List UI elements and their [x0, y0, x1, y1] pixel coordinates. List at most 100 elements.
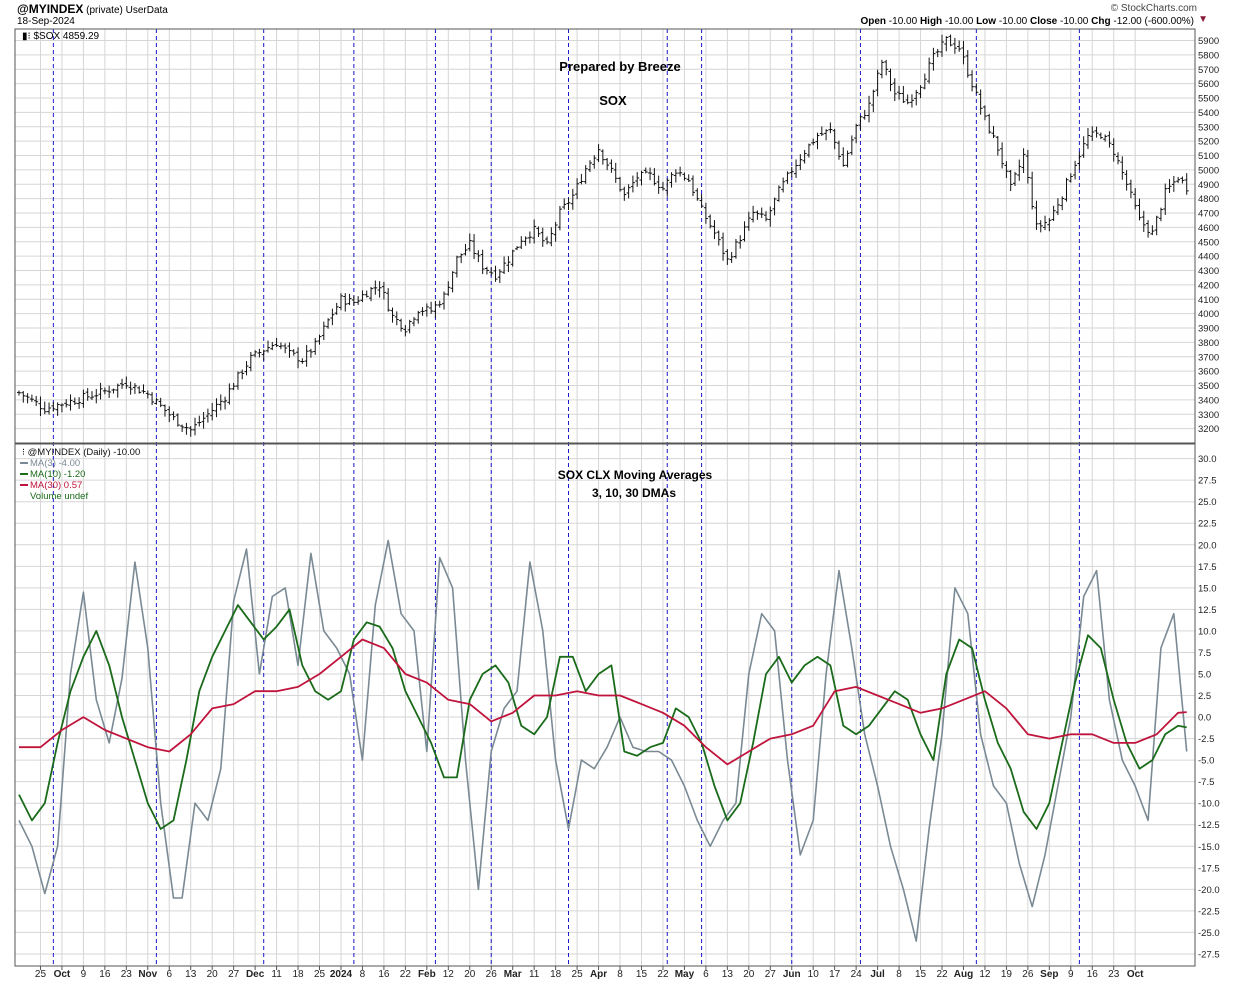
- y-tick-label-indicator: 17.5: [1198, 562, 1217, 573]
- y-tick-label-price: 3600: [1198, 367, 1219, 378]
- x-tick-label: 25: [314, 969, 326, 980]
- x-tick-label: 22: [400, 969, 412, 980]
- y-tick-label-price: 5500: [1198, 94, 1219, 105]
- x-tick-label: 2024: [330, 969, 353, 980]
- indicator-panel-frame: [14, 443, 1196, 967]
- x-tick-label: 11: [271, 969, 282, 980]
- y-tick-label-price: 4000: [1198, 309, 1219, 320]
- x-tick-label: 25: [35, 969, 47, 980]
- dropdown-arrow-icon[interactable]: ▼: [1198, 14, 1208, 25]
- x-tick-label: 17: [829, 969, 841, 980]
- indicator-legend-item: Volume undef: [30, 491, 88, 502]
- x-tick-label: 12: [443, 969, 455, 980]
- panel-frames: [14, 28, 1196, 967]
- y-tick-label-indicator: -22.5: [1198, 906, 1220, 917]
- series-line-ma10: [18, 604, 1187, 830]
- x-tick-label: 18: [550, 969, 562, 980]
- x-tick-label: Oct: [54, 969, 71, 980]
- x-tick-label: 8: [896, 969, 902, 980]
- y-tick-label-indicator: 0.0: [1198, 713, 1211, 724]
- x-tick-label: 11: [529, 969, 540, 980]
- y-tick-label-price: 3700: [1198, 352, 1219, 363]
- x-tick-label: 20: [207, 969, 219, 980]
- y-tick-label-indicator: 5.0: [1198, 669, 1211, 680]
- price-bars: [17, 34, 1189, 437]
- x-tick-label: Apr: [590, 969, 607, 980]
- y-tick-label-indicator: 25.0: [1198, 497, 1217, 508]
- y-tick-label-price: 4400: [1198, 252, 1219, 263]
- y-tick-label-price: 5700: [1198, 65, 1219, 76]
- grid-lines: [15, 29, 1195, 966]
- indicator-legend-item: ⁝ @MYINDEX (Daily) -10.00: [22, 447, 140, 458]
- x-tick-label: Jun: [783, 969, 801, 980]
- y-tick-label-price: 4700: [1198, 209, 1219, 220]
- y-tick-label-price: 4200: [1198, 280, 1219, 291]
- y-tick-label-indicator: 20.0: [1198, 540, 1217, 551]
- x-tick-label: 20: [464, 969, 476, 980]
- x-tick-label: 13: [722, 969, 734, 980]
- x-tick-label: Oct: [1127, 969, 1144, 980]
- y-tick-label-indicator: 22.5: [1198, 519, 1217, 530]
- x-tick-label: 9: [1068, 969, 1074, 980]
- x-tick-label: Dec: [246, 969, 265, 980]
- source: UserData: [125, 5, 168, 16]
- x-tick-label: Mar: [504, 969, 522, 980]
- x-tick-label: 19: [1001, 969, 1013, 980]
- indicator-legend-item: MA(3) -4.00: [30, 458, 80, 469]
- y-tick-label-indicator: 15.0: [1198, 583, 1217, 594]
- y-tick-label-price: 4100: [1198, 295, 1219, 306]
- x-tick-label: 26: [486, 969, 498, 980]
- y-tick-label-indicator: -27.5: [1198, 949, 1220, 960]
- x-tick-label: 15: [636, 969, 648, 980]
- y-tick-label-indicator: -7.5: [1198, 777, 1214, 788]
- x-axis-labels: 25 Oct 9 16 23 Nov 6 13 20 27 Dec 11 18 25 2024 8 16 22 Fe…: [35, 966, 1144, 980]
- series-line-ma3: [18, 539, 1188, 942]
- y-tick-label-indicator: -2.5: [1198, 734, 1214, 745]
- x-tick-label: Aug: [954, 969, 973, 980]
- annotation-sox: SOX: [599, 93, 627, 108]
- brand: © StockCharts.com: [1110, 3, 1197, 14]
- y-tick-label-price: 5000: [1198, 165, 1219, 176]
- y-tick-label-price: 4500: [1198, 237, 1219, 248]
- x-tick-label: 8: [617, 969, 623, 980]
- x-tick-label: 16: [99, 969, 111, 980]
- annotation-indicator-title: SOX CLX Moving Averages: [558, 468, 713, 482]
- y-tick-label-price: 5200: [1198, 137, 1219, 148]
- x-tick-label: 25: [572, 969, 584, 980]
- y-tick-label-indicator: 7.5: [1198, 648, 1211, 659]
- x-tick-label: 16: [1087, 969, 1099, 980]
- x-tick-label: 23: [121, 969, 133, 980]
- x-tick-label: 13: [185, 969, 197, 980]
- y-tick-label-price: 5100: [1198, 151, 1219, 162]
- x-tick-label: 15: [915, 969, 927, 980]
- y-tick-label-indicator: -20.0: [1198, 885, 1220, 896]
- y-tick-label-price: 4600: [1198, 223, 1219, 234]
- y-tick-label-indicator: -15.0: [1198, 842, 1220, 853]
- y-tick-label-price: 5300: [1198, 122, 1219, 133]
- x-tick-label: Nov: [138, 969, 157, 980]
- y-tick-label-price: 3300: [1198, 410, 1219, 421]
- y-tick-label-price: 5400: [1198, 108, 1219, 119]
- x-tick-label: 8: [360, 969, 366, 980]
- x-tick-label: 16: [378, 969, 390, 980]
- x-tick-label: 26: [1022, 969, 1034, 980]
- price-legend: ▮⁝ $SOX 4859.29: [22, 31, 100, 42]
- privacy: (private): [86, 5, 123, 16]
- x-tick-label: 6: [703, 969, 709, 980]
- x-tick-label: 24: [851, 969, 863, 980]
- series-line-ma30: [19, 638, 1187, 766]
- x-tick-label: 18: [292, 969, 304, 980]
- chart-date: 18-Sep-2024: [17, 16, 75, 27]
- y-tick-label-price: 5800: [1198, 50, 1219, 61]
- x-tick-label: Sep: [1040, 969, 1058, 980]
- price-panel-frame: [14, 28, 1196, 444]
- y-tick-label-indicator: 12.5: [1198, 605, 1217, 616]
- x-tick-label: 6: [166, 969, 172, 980]
- x-tick-label: 22: [657, 969, 669, 980]
- x-tick-label: 9: [81, 969, 87, 980]
- x-tick-label: Jul: [870, 969, 885, 980]
- ma-series: [18, 539, 1188, 942]
- chart-header-left: @MYINDEX (private) UserData: [17, 3, 168, 17]
- annotation-prepared-by: Prepared by Breeze: [559, 59, 680, 74]
